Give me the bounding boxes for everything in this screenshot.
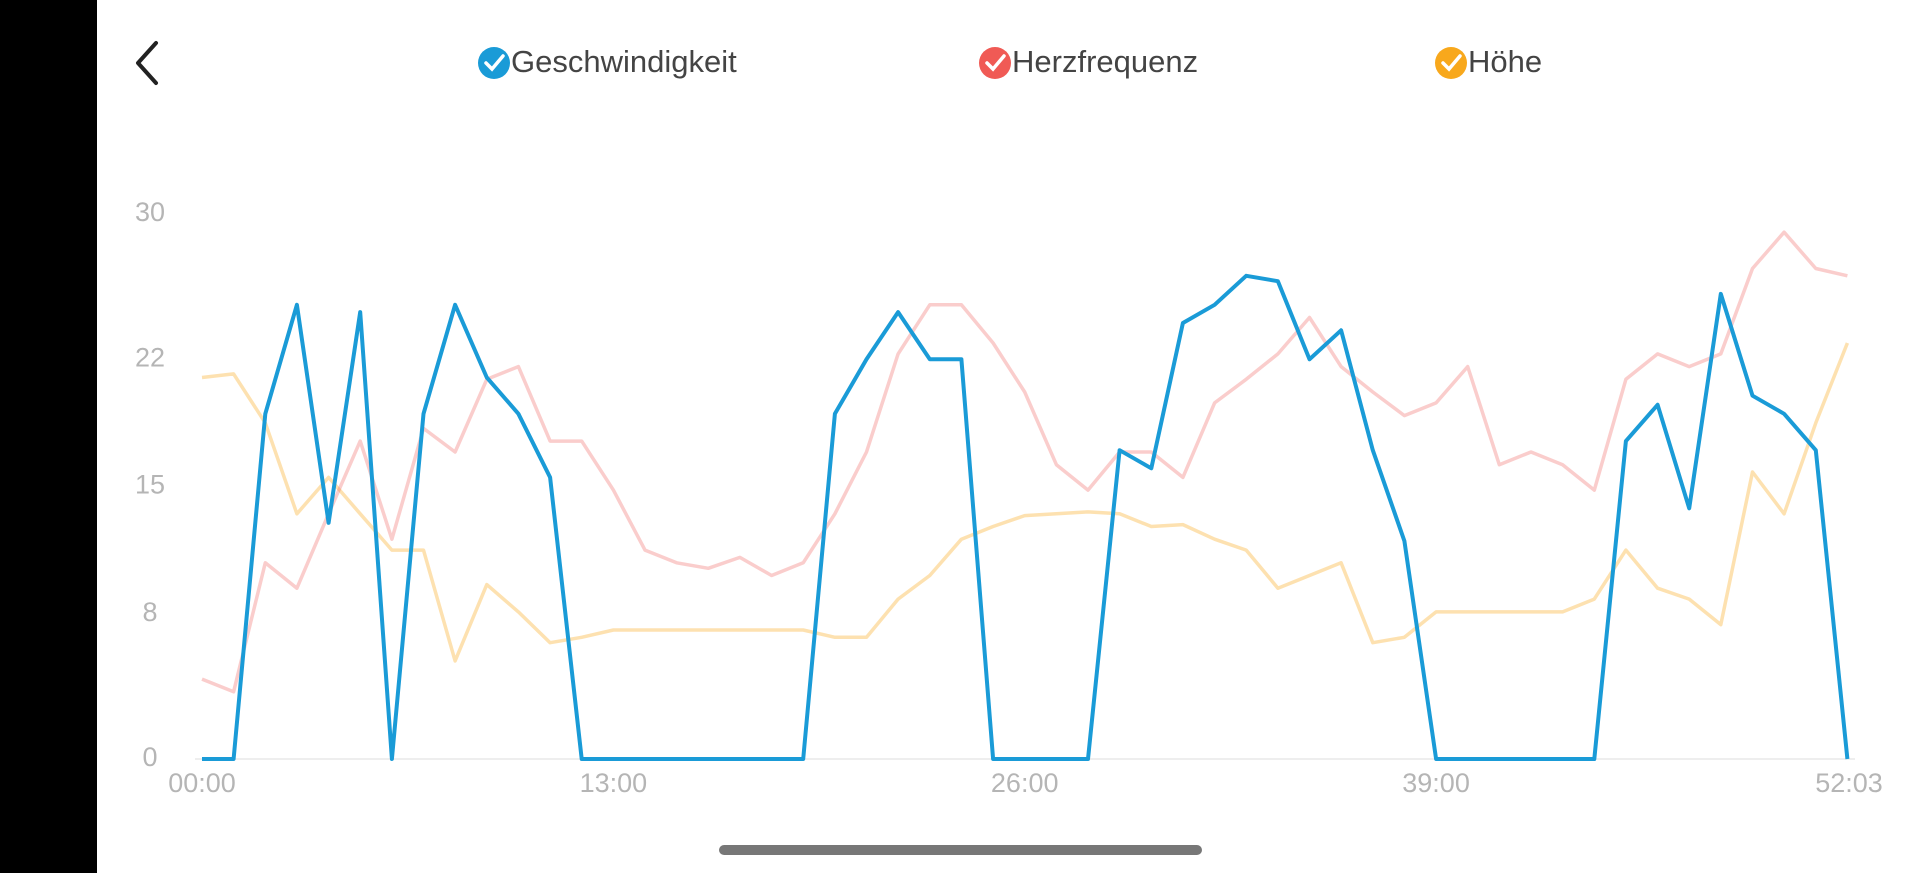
left-bar xyxy=(0,0,97,873)
check-mark xyxy=(1441,54,1462,72)
y-tick-label: 30 xyxy=(135,197,165,227)
legend-check xyxy=(1435,47,1467,79)
x-tick-label: 39:00 xyxy=(1402,768,1470,798)
legend-label: Geschwindigkeit xyxy=(511,44,737,79)
y-tick-label: 8 xyxy=(142,597,157,627)
x-tick-label: 00:00 xyxy=(168,768,236,798)
y-tick-label: 0 xyxy=(142,742,157,772)
x-tick-label: 26:00 xyxy=(991,768,1059,798)
y-tick-label: 22 xyxy=(135,342,165,372)
legend-label: Herzfrequenz xyxy=(1012,44,1198,79)
x-tick-label: 13:00 xyxy=(580,768,648,798)
back-button[interactable] xyxy=(136,41,158,85)
check-mark xyxy=(484,54,505,72)
legend-item[interactable]: Herzfrequenz xyxy=(979,44,1198,79)
legend-label: Höhe xyxy=(1468,44,1542,79)
legend-item[interactable]: Geschwindigkeit xyxy=(478,44,737,79)
check-mark xyxy=(985,54,1006,72)
series-line xyxy=(202,273,1850,761)
series-line xyxy=(201,342,1850,663)
y-tick-label: 15 xyxy=(135,470,165,500)
x-tick-label: 52:03 xyxy=(1815,768,1883,798)
legend-check xyxy=(979,47,1011,79)
legend-item[interactable]: Höhe xyxy=(1435,44,1542,79)
series-line xyxy=(201,230,1848,694)
home-indicator xyxy=(719,845,1202,855)
legend-check xyxy=(478,47,510,79)
